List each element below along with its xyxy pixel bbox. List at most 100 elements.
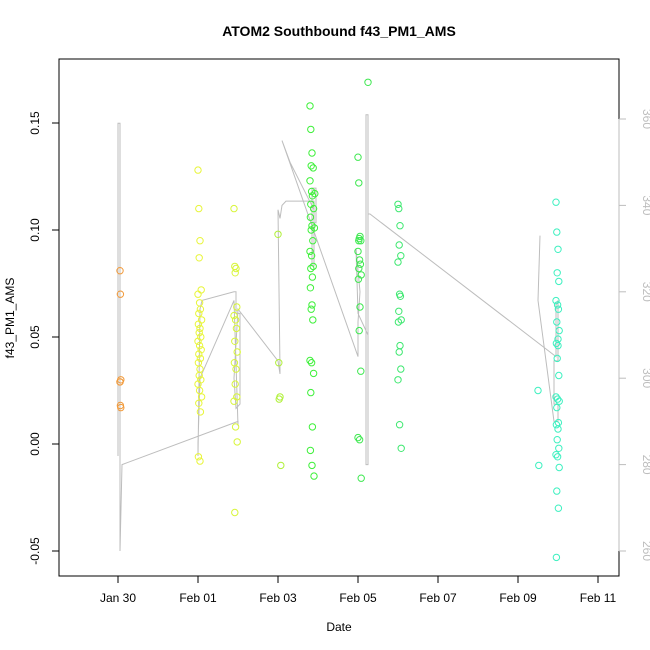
data-point — [309, 369, 318, 378]
data-point — [195, 254, 203, 262]
points-layer — [116, 78, 563, 562]
x-tick-label: Feb 01 — [179, 591, 217, 605]
data-point — [357, 237, 365, 245]
y2-axis: 260 280 300 320 340 360 — [618, 109, 650, 561]
x-tick-label: Feb 09 — [499, 591, 537, 605]
data-point — [309, 262, 317, 271]
data-point — [553, 403, 561, 412]
data-point — [277, 461, 285, 470]
data-point — [195, 204, 203, 213]
data-point — [357, 474, 365, 482]
x-tick-label: Feb 11 — [580, 591, 617, 605]
data-point — [355, 436, 364, 444]
data-point — [306, 102, 314, 110]
data-point — [396, 292, 405, 300]
data-point — [394, 318, 403, 326]
data-point — [230, 311, 238, 320]
data-point — [194, 453, 203, 461]
data-point — [554, 504, 563, 512]
data-point — [308, 149, 316, 157]
data-point — [354, 275, 363, 283]
data-point — [364, 78, 372, 87]
data-point — [553, 318, 561, 326]
data-point — [230, 397, 238, 405]
data-point — [194, 320, 203, 328]
data-point — [308, 273, 317, 281]
chart-title: ATOM2 Southbound f43_PM1_AMS — [222, 23, 456, 39]
track-line — [117, 114, 559, 552]
data-point — [307, 162, 315, 170]
data-point — [310, 472, 318, 480]
data-point — [354, 153, 362, 161]
data-point — [535, 461, 543, 470]
data-point — [397, 365, 405, 373]
data-point — [116, 378, 124, 386]
data-point — [232, 365, 240, 373]
data-point — [552, 339, 561, 348]
data-point — [196, 324, 204, 333]
data-point — [307, 359, 316, 367]
data-point — [306, 247, 314, 256]
y-tick-label: 0.00 — [28, 432, 42, 456]
data-point — [354, 247, 362, 256]
data-point — [395, 204, 403, 213]
data-point — [357, 367, 365, 375]
data-point — [355, 237, 363, 245]
y-axis-label: f43_PM1_AMS — [3, 278, 17, 359]
data-point — [553, 487, 561, 495]
data-point — [309, 204, 318, 213]
data-point — [552, 198, 560, 206]
data-point — [194, 166, 202, 174]
data-point — [553, 453, 562, 461]
data-point — [554, 425, 562, 433]
data-point — [554, 245, 562, 254]
data-point — [534, 386, 542, 395]
data-point — [116, 267, 124, 275]
y2-tick-label: 360 — [640, 109, 650, 129]
data-point — [397, 444, 405, 452]
data-point — [397, 252, 405, 260]
data-point — [396, 341, 404, 350]
data-point — [395, 348, 403, 356]
data-point — [196, 457, 204, 465]
data-point — [355, 326, 363, 335]
data-point — [194, 290, 202, 298]
data-point — [309, 316, 317, 324]
data-point — [306, 356, 314, 365]
data-point — [394, 258, 402, 266]
y2-tick-label: 320 — [640, 282, 650, 302]
data-point — [195, 309, 203, 318]
data-point — [275, 395, 283, 403]
data-point — [553, 436, 561, 444]
data-point — [552, 421, 561, 429]
data-point — [553, 301, 562, 309]
data-point — [117, 403, 125, 412]
data-point — [552, 451, 560, 459]
y2-tick-label: 280 — [640, 455, 650, 475]
y-tick-label: 0.10 — [28, 218, 42, 242]
data-point — [355, 256, 364, 264]
data-point — [306, 213, 315, 221]
data-point — [554, 305, 563, 313]
y2-tick-label: 260 — [640, 541, 650, 561]
data-point — [195, 350, 203, 358]
data-point — [196, 305, 205, 313]
data-point — [554, 335, 562, 343]
data-point — [231, 380, 239, 388]
data-point — [395, 421, 404, 429]
data-point — [354, 433, 362, 442]
y-tick-label: 0.15 — [28, 111, 42, 135]
data-point — [356, 303, 364, 311]
data-point — [355, 264, 363, 273]
data-point — [555, 326, 563, 335]
y-tick-label: 0.05 — [28, 325, 42, 349]
data-point — [555, 277, 563, 286]
data-point — [196, 365, 204, 373]
data-point — [307, 252, 316, 260]
y2-tick-label: 340 — [640, 195, 650, 215]
y2-tick-label: 300 — [640, 368, 650, 388]
data-point — [233, 348, 241, 356]
data-point — [555, 444, 563, 452]
data-point — [553, 395, 562, 403]
